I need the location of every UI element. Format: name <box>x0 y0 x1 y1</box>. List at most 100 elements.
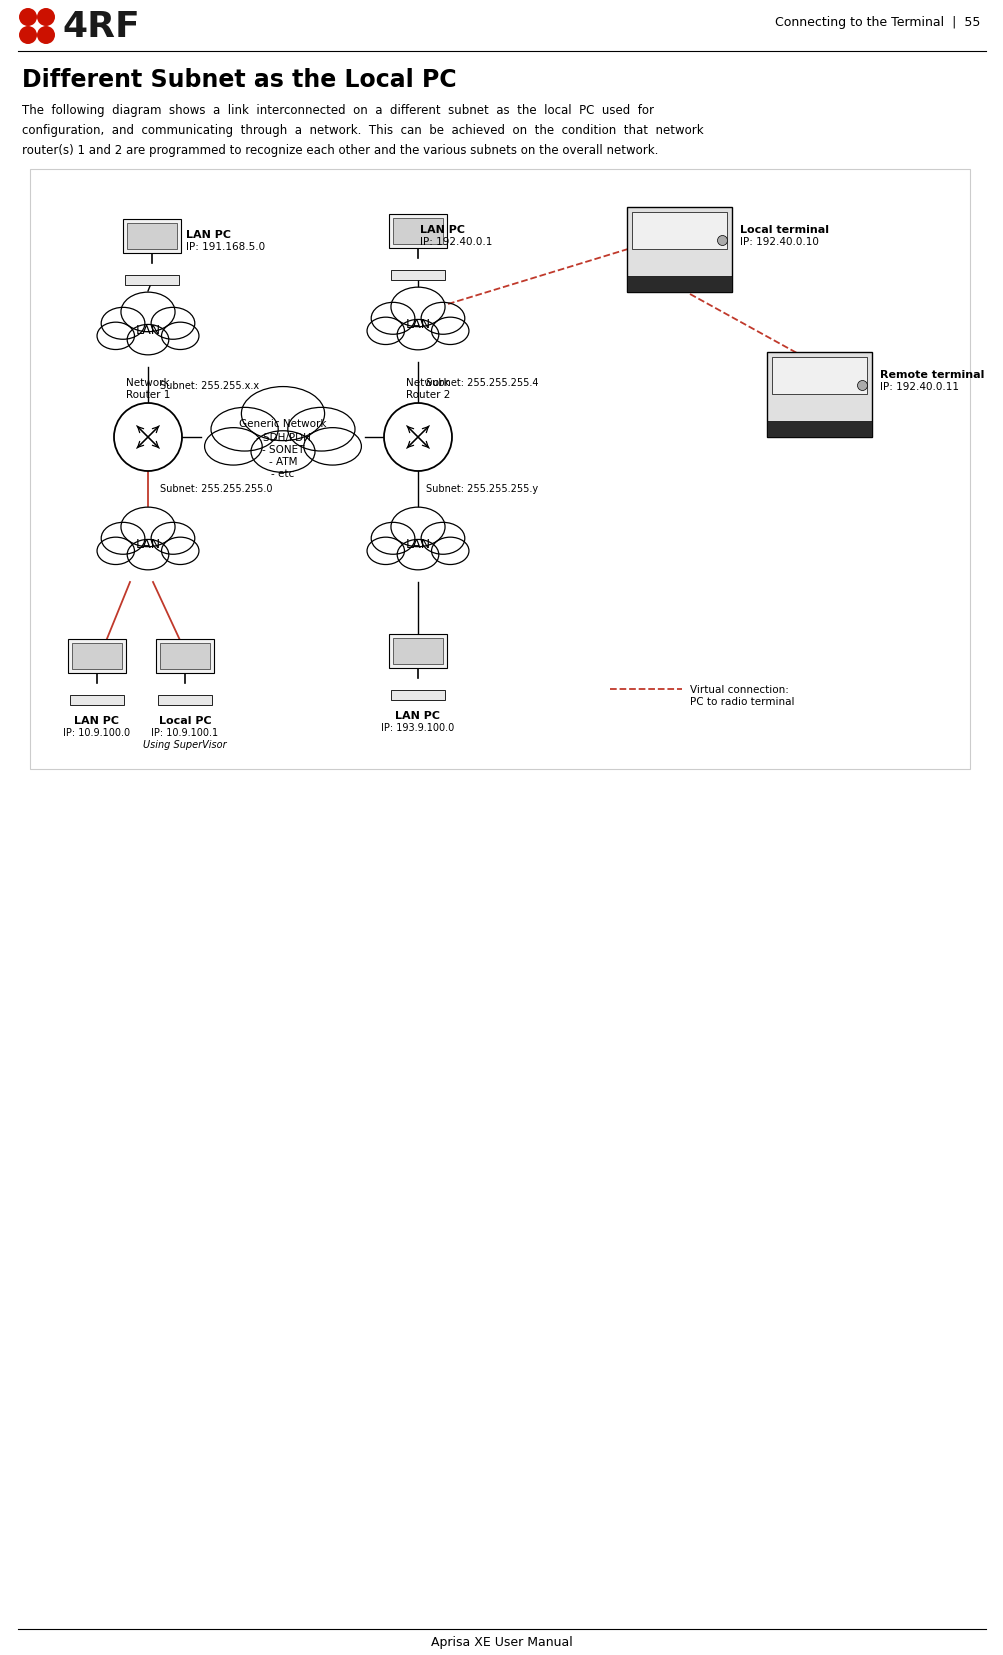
Text: LAN: LAN <box>405 538 430 551</box>
FancyBboxPatch shape <box>388 634 446 669</box>
Text: Subnet: 255.255.x.x: Subnet: 255.255.x.x <box>159 381 259 391</box>
Text: Remote terminal: Remote terminal <box>879 369 983 379</box>
Ellipse shape <box>120 293 175 333</box>
Text: Router 2: Router 2 <box>405 391 449 401</box>
FancyBboxPatch shape <box>30 170 969 770</box>
Text: LAN: LAN <box>135 538 160 551</box>
Ellipse shape <box>101 308 144 339</box>
Ellipse shape <box>390 288 444 328</box>
Text: 4RF: 4RF <box>62 10 139 45</box>
FancyBboxPatch shape <box>126 223 177 250</box>
FancyBboxPatch shape <box>766 353 872 437</box>
Text: Subnet: 255.255.255.0: Subnet: 255.255.255.0 <box>159 483 272 493</box>
Text: IP: 192.40.0.10: IP: 192.40.0.10 <box>739 237 818 247</box>
Text: IP: 10.9.100.1: IP: 10.9.100.1 <box>151 728 219 738</box>
FancyBboxPatch shape <box>123 220 181 253</box>
Ellipse shape <box>390 508 444 548</box>
Ellipse shape <box>161 538 199 564</box>
Text: Subnet: 255.255.255.y: Subnet: 255.255.255.y <box>425 483 538 493</box>
Text: Network: Network <box>406 377 449 387</box>
Ellipse shape <box>241 387 324 442</box>
Circle shape <box>19 8 37 26</box>
Text: Router 1: Router 1 <box>125 391 171 401</box>
Ellipse shape <box>101 523 144 554</box>
FancyBboxPatch shape <box>155 639 214 674</box>
FancyBboxPatch shape <box>766 422 872 437</box>
Text: LAN PC: LAN PC <box>74 715 119 725</box>
Text: - SONET: - SONET <box>262 445 304 455</box>
Text: configuration,  and  communicating  through  a  network.  This  can  be  achieve: configuration, and communicating through… <box>22 124 703 137</box>
Text: Generic Network: Generic Network <box>239 419 326 429</box>
Ellipse shape <box>211 409 278 452</box>
Ellipse shape <box>431 538 468 564</box>
Text: IP: 10.9.100.0: IP: 10.9.100.0 <box>63 728 130 738</box>
Ellipse shape <box>161 323 199 351</box>
Ellipse shape <box>420 523 464 554</box>
Ellipse shape <box>288 409 355 452</box>
Text: IP: 193.9.100.0: IP: 193.9.100.0 <box>381 723 454 733</box>
FancyBboxPatch shape <box>392 639 442 664</box>
FancyBboxPatch shape <box>632 212 727 250</box>
Text: Different Subnet as the Local PC: Different Subnet as the Local PC <box>22 68 456 93</box>
Text: IP: 192.40.0.1: IP: 192.40.0.1 <box>419 237 491 247</box>
FancyBboxPatch shape <box>392 218 442 245</box>
Text: Virtual connection:: Virtual connection: <box>689 685 788 695</box>
Ellipse shape <box>367 318 404 346</box>
Text: Aprisa XE User Manual: Aprisa XE User Manual <box>430 1635 573 1648</box>
Circle shape <box>37 26 55 45</box>
Ellipse shape <box>151 308 195 339</box>
Text: LAN PC: LAN PC <box>419 225 464 235</box>
Text: Network: Network <box>126 377 170 387</box>
FancyBboxPatch shape <box>390 271 444 281</box>
Text: Local PC: Local PC <box>158 715 211 725</box>
Text: PC to radio terminal: PC to radio terminal <box>689 697 793 707</box>
Ellipse shape <box>127 326 169 356</box>
Ellipse shape <box>371 303 414 334</box>
Text: IP: 191.168.5.0: IP: 191.168.5.0 <box>186 242 265 252</box>
Text: Using SuperVisor: Using SuperVisor <box>143 740 227 750</box>
FancyBboxPatch shape <box>390 690 444 700</box>
Circle shape <box>37 8 55 26</box>
Circle shape <box>114 404 182 472</box>
Ellipse shape <box>151 523 195 554</box>
Ellipse shape <box>120 508 175 548</box>
Circle shape <box>857 381 867 391</box>
Text: LAN: LAN <box>135 323 160 336</box>
Text: IP: 192.40.0.11: IP: 192.40.0.11 <box>879 382 958 392</box>
Text: - ATM: - ATM <box>269 457 297 467</box>
Ellipse shape <box>371 523 414 554</box>
Circle shape <box>383 404 451 472</box>
Circle shape <box>717 237 727 247</box>
Text: The  following  diagram  shows  a  link  interconnected  on  a  different  subne: The following diagram shows a link inter… <box>22 104 653 118</box>
Ellipse shape <box>251 432 315 473</box>
Text: router(s) 1 and 2 are programmed to recognize each other and the various subnets: router(s) 1 and 2 are programmed to reco… <box>22 144 658 157</box>
Ellipse shape <box>420 303 464 334</box>
Ellipse shape <box>205 429 262 465</box>
FancyBboxPatch shape <box>159 644 210 669</box>
Text: LAN PC: LAN PC <box>395 710 440 720</box>
Ellipse shape <box>397 321 438 351</box>
Text: Local terminal: Local terminal <box>739 225 828 235</box>
Ellipse shape <box>127 540 169 571</box>
Ellipse shape <box>367 538 404 564</box>
Ellipse shape <box>304 429 361 465</box>
Ellipse shape <box>397 540 438 571</box>
Circle shape <box>19 26 37 45</box>
FancyBboxPatch shape <box>627 276 732 293</box>
Text: LAN: LAN <box>405 318 430 331</box>
FancyBboxPatch shape <box>627 207 732 293</box>
FancyBboxPatch shape <box>125 276 179 286</box>
FancyBboxPatch shape <box>68 639 125 674</box>
Text: - SDH/PDH: - SDH/PDH <box>256 432 310 444</box>
FancyBboxPatch shape <box>70 695 124 705</box>
Ellipse shape <box>431 318 468 346</box>
Ellipse shape <box>97 538 134 564</box>
Text: - etc: - etc <box>271 468 294 478</box>
FancyBboxPatch shape <box>157 695 212 705</box>
FancyBboxPatch shape <box>72 644 122 669</box>
FancyBboxPatch shape <box>771 357 867 396</box>
Ellipse shape <box>97 323 134 351</box>
Text: Subnet: 255.255.255.4: Subnet: 255.255.255.4 <box>425 377 538 387</box>
Text: Connecting to the Terminal  |  55: Connecting to the Terminal | 55 <box>774 15 979 28</box>
FancyBboxPatch shape <box>388 215 446 248</box>
